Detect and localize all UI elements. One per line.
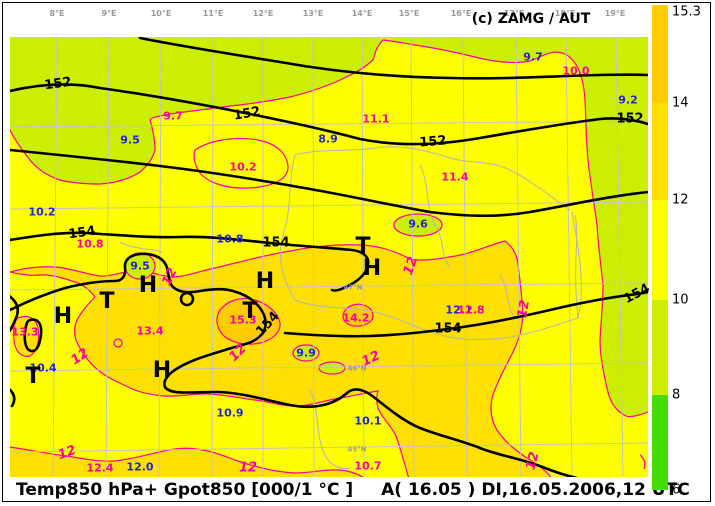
axis-label-top: 12°E [252,9,274,18]
center-marker: T [99,289,115,314]
center-marker: H [53,304,73,329]
axis-label-top: 13°E [302,9,324,18]
cold-blob-west [318,361,346,375]
center-marker: H [138,273,158,298]
axis-label-top: 16°E [450,9,472,18]
colorbar-segment [652,200,668,300]
temp-value-blue: 10.9 [216,406,244,420]
caption-bar: Temp850 hPa+ Gpot850 [000/1 °C ] A( 16.05… [16,480,696,500]
temp-value-pink: 10.0 [562,64,590,78]
geopotential-label: 154 [67,223,97,243]
axis-label-lat: 46°N [347,364,367,373]
temp-value-pink: 11.1 [362,112,390,126]
axis-label-lat: 45°N [347,445,367,454]
temp-value-blue: 8.9 [318,132,338,146]
colorbar-tick-label: 8 [672,387,681,403]
temp-value-pink: 15.3 [229,313,257,327]
isotherm-extra [113,137,646,470]
colorbar-segment [652,103,668,200]
axis-label-top: 9°E [101,9,117,18]
colorbar-segment [652,300,668,395]
isotherm-10-line-east [382,39,648,418]
colorbar-segment [652,5,668,103]
axis-label-lat: 47°N [343,283,363,292]
colorbar-tick-label: 14 [672,95,689,111]
caption-datetime-text: A( 16.05 ) DI,16.05.2006,12 UTC [381,480,690,500]
temp-value-blue: 9.2 [618,93,638,107]
colorbar-tick-label: 10 [672,292,689,308]
colorbar-tick-label: 12 [672,192,689,208]
axis-label-top: 10°E [150,9,172,18]
geopotential-contours [10,37,648,477]
copyright-text: (c) ZAMG / AUT [471,11,591,27]
geopotential-label: 152 [43,74,73,94]
temp-value-pink: 10.7 [354,459,382,473]
axis-label-top: 8°E [49,9,65,18]
temp-value-blue: 12.0 [126,460,154,474]
temp-value-blue: 10.4 [29,361,57,375]
isotherm-12-label: 12 [238,460,258,476]
cold-blob-9-6 [393,213,443,237]
axis-label-top: 11°E [202,9,224,18]
axis-label-top: 18°E [554,9,576,18]
temp-value-pink: 13.4 [136,324,164,338]
temp-value-pink: 12.4 [86,461,114,475]
isotherm-12-label: 12 [515,298,533,320]
band-14-plus-blob-small [342,303,374,327]
temp-value-blue: 10.2 [28,205,56,219]
center-marker: H [362,256,382,281]
temp-value-pink: 10.8 [76,237,104,251]
axis-label-top: 19°E [604,9,626,18]
geopotential-label: 154 [262,235,290,251]
center-marker: T [25,364,41,389]
isotherm-10-line [10,39,384,185]
center-marker: T [242,299,258,324]
temp-value-blue: 9.5 [130,259,150,273]
geopotential-label: 152 [616,111,644,127]
temp-value-blue: 9.7 [523,50,543,64]
colorbar-segment [652,395,668,490]
colorbar-tick-label: 6 [672,482,681,498]
axis-label-top: 14°E [351,9,373,18]
center-marker: H [152,358,172,383]
temp-value-blue: 10.1 [354,414,382,428]
temp-value-blue: 12.1 [445,303,473,317]
center-marker: H [255,269,275,294]
temp-value-blue: 9.6 [408,217,428,231]
temp-value-pink: 12.8 [457,303,485,317]
axis-label-top: 17°E [503,9,525,18]
axis-label-top: 15°E [398,9,420,18]
temp-value-pink: 11.4 [441,170,469,184]
map-canvas [10,37,648,477]
country-borders [119,146,582,469]
isotherm-12-bottom-line [10,446,365,477]
temp-value-pink: 13.3 [11,325,39,339]
temperature-colorbar: 15.3 14 12 10 8 6 [652,5,701,498]
geopotential-label: 154 [434,321,462,337]
temp-value-blue: 9.5 [120,133,140,147]
center-marker: T [355,234,371,259]
cold-blob-9-9 [292,344,320,362]
temp-value-blue: 9.9 [296,346,316,360]
band-12-14-bottom [10,447,363,477]
geopotential-label: 152 [418,133,448,151]
temp-value-pink: 9.7 [163,109,183,123]
temp-value-blue: 10.8 [216,232,244,246]
temp-value-pink: 14.2 [342,311,370,325]
colorbar-tick-label: 15.3 [672,4,701,20]
caption-field-text: Temp850 hPa+ Gpot850 [000/1 °C ] [16,480,354,500]
temp-value-pink: 10.2 [229,160,257,174]
